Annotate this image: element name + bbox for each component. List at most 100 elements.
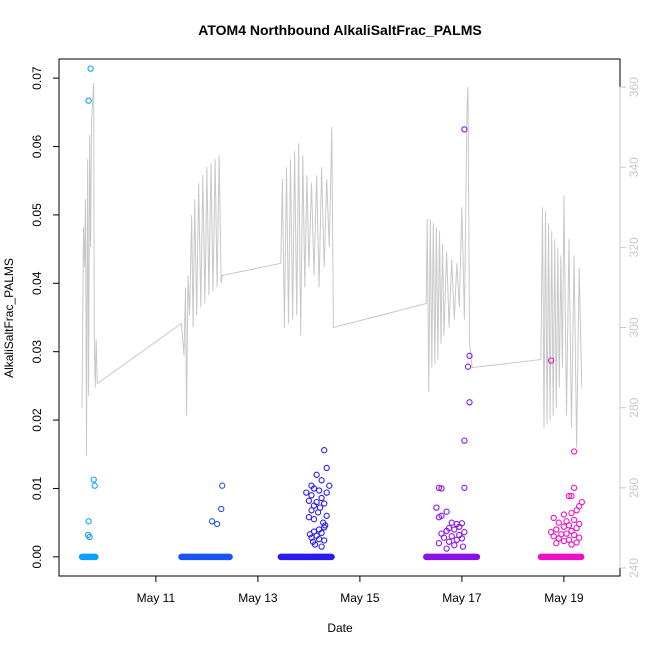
data-point [461, 484, 468, 491]
y-tick-label-right: 300 [627, 317, 641, 337]
data-point [451, 542, 458, 549]
data-point [448, 533, 455, 540]
data-point [553, 540, 560, 547]
data-point [578, 553, 585, 561]
data-point [308, 534, 315, 541]
x-tick-label: May 17 [442, 591, 482, 605]
data-point [208, 518, 216, 525]
data-point [573, 524, 580, 532]
data-point [553, 526, 560, 533]
data-point [570, 531, 578, 539]
data-point [451, 526, 458, 533]
scatter-series-4 [423, 126, 481, 561]
data-point [323, 464, 330, 472]
data-point [321, 447, 328, 454]
scatter-series-1 [78, 65, 99, 561]
data-point [90, 476, 97, 483]
data-point [92, 553, 99, 561]
data-point [560, 523, 568, 530]
data-point [550, 533, 557, 540]
data-point [443, 527, 450, 535]
scatter-series-3 [277, 447, 335, 561]
points-layer [78, 65, 585, 561]
data-point [219, 482, 226, 489]
data-point [547, 357, 555, 364]
data-point [321, 524, 328, 531]
data-point [433, 504, 440, 511]
y-axis-left: 0.00 0.01 0.02 0.03 0.04 0.05 0.06 0.07 [30, 66, 60, 569]
data-point [328, 553, 335, 561]
data-point [323, 489, 330, 496]
data-point [310, 502, 318, 509]
data-point [315, 487, 323, 494]
data-point [318, 494, 325, 502]
data-point [305, 514, 313, 521]
data-point [435, 540, 443, 547]
data-point [453, 536, 460, 543]
data-point [443, 545, 450, 552]
data-point [87, 65, 94, 72]
data-point [466, 399, 473, 406]
data-point [85, 518, 92, 525]
x-axis-label: Date [327, 621, 353, 635]
data-point [314, 509, 322, 516]
data-point [568, 509, 575, 517]
chart-title: ATOM4 Northbound AlkaliSaltFrac_PALMS [198, 22, 481, 38]
data-point [435, 514, 443, 521]
data-point [318, 529, 325, 537]
data-point [318, 543, 325, 550]
data-point [573, 539, 580, 546]
y-tick-label-right: 240 [627, 558, 641, 578]
data-point [438, 485, 445, 492]
data-point [473, 553, 481, 561]
data-point [323, 512, 330, 519]
data-point [308, 507, 315, 514]
data-point [563, 530, 570, 537]
data-point [570, 516, 578, 524]
plot-frame [58, 58, 621, 577]
data-point [311, 541, 319, 548]
data-point [565, 492, 573, 500]
scatter-series-2 [178, 482, 233, 561]
data-point [440, 534, 448, 541]
y-tick-label-left: 0.00 [30, 545, 44, 569]
data-point [213, 520, 221, 528]
data-point [570, 484, 578, 491]
data-point [466, 352, 473, 359]
data-point [459, 543, 467, 550]
data-point [573, 507, 580, 514]
data-point [306, 531, 314, 538]
y-tick-label-left: 0.07 [30, 66, 44, 90]
line-series-layer [81, 82, 583, 456]
y-axis-right: 240 260 280 300 320 340 360 [619, 77, 641, 578]
data-point [555, 535, 562, 542]
data-point [456, 523, 463, 530]
x-tick-label: May 11 [137, 591, 176, 605]
data-point [313, 471, 320, 478]
x-axis: May 11 May 13 May 15 May 17 May 19 [137, 576, 584, 605]
line-series [81, 82, 583, 456]
y-tick-label-left: 0.06 [30, 135, 44, 159]
y-tick-label-left: 0.04 [30, 271, 44, 295]
data-point [570, 448, 578, 455]
data-point [310, 485, 318, 492]
data-point [326, 482, 333, 489]
data-point [443, 508, 450, 515]
data-point [461, 529, 468, 536]
y-tick-label-left: 0.01 [30, 476, 44, 500]
x-tick-label: May 19 [544, 591, 584, 605]
data-point [461, 437, 468, 444]
data-point [226, 553, 233, 561]
data-point [321, 500, 328, 507]
data-point [310, 516, 318, 523]
data-point [568, 492, 575, 500]
data-point [464, 363, 472, 370]
data-point [560, 511, 568, 518]
data-point [318, 477, 325, 484]
data-point [91, 482, 98, 489]
data-point [555, 519, 562, 526]
x-tick-label: May 13 [238, 591, 278, 605]
data-point [448, 519, 455, 526]
data-point [461, 126, 468, 133]
